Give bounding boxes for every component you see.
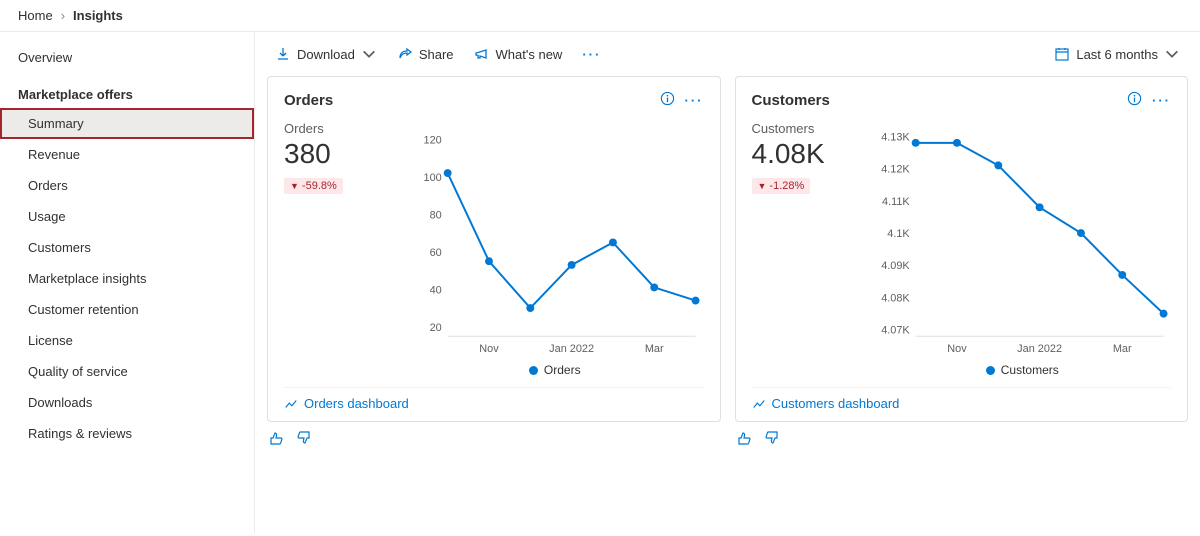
svg-text:100: 100 (424, 172, 442, 184)
sidebar-item-customers[interactable]: Customers (0, 232, 254, 263)
thumbs-down-button[interactable] (763, 430, 779, 449)
whats-new-button[interactable]: What's new (474, 46, 563, 62)
breadcrumb-home[interactable]: Home (18, 8, 53, 23)
customers-legend: Customers (874, 363, 1172, 377)
svg-text:120: 120 (424, 134, 442, 146)
trend-icon (752, 397, 766, 411)
svg-text:60: 60 (430, 247, 442, 259)
orders-card-wrapper: Orders ··· Orders 380 ▼ -59.8% (267, 76, 721, 449)
calendar-icon (1054, 46, 1070, 62)
svg-text:4.13K: 4.13K (881, 131, 910, 143)
customers-legend-label: Customers (1001, 363, 1059, 377)
thumbs-down-button[interactable] (295, 430, 311, 449)
download-label: Download (297, 47, 355, 62)
chevron-down-icon (1164, 46, 1180, 62)
svg-text:Jan 2022: Jan 2022 (1017, 343, 1062, 355)
orders-metric-value: 380 (284, 138, 394, 170)
info-icon[interactable] (1127, 91, 1142, 109)
customers-metric-value: 4.08K (752, 138, 862, 170)
download-icon (275, 46, 291, 62)
svg-text:80: 80 (430, 209, 442, 221)
svg-text:4.11K: 4.11K (882, 196, 910, 208)
svg-text:Nov: Nov (947, 343, 967, 355)
legend-dot-icon (529, 366, 538, 375)
customers-metric-label: Customers (752, 121, 862, 136)
legend-dot-icon (986, 366, 995, 375)
orders-delta-value: -59.8% (302, 180, 337, 192)
customers-card: Customers ··· Customers 4.08K ▼ -1.28% (735, 76, 1189, 422)
card-more-button[interactable]: ··· (1152, 93, 1171, 108)
svg-text:Mar: Mar (1112, 343, 1131, 355)
svg-text:4.07K: 4.07K (881, 325, 910, 337)
sidebar: Overview Marketplace offers SummaryReven… (0, 32, 255, 533)
svg-text:4.08K: 4.08K (881, 292, 910, 304)
down-triangle-icon: ▼ (290, 181, 299, 191)
customers-card-title: Customers (752, 92, 1128, 109)
svg-text:4.09K: 4.09K (881, 260, 910, 272)
svg-text:4.1K: 4.1K (887, 228, 910, 240)
orders-delta-badge: ▼ -59.8% (284, 178, 343, 194)
customers-feedback (735, 430, 1189, 449)
customers-card-wrapper: Customers ··· Customers 4.08K ▼ -1.28% (735, 76, 1189, 449)
share-icon (397, 46, 413, 62)
svg-text:Mar: Mar (645, 343, 664, 355)
orders-dashboard-link[interactable]: Orders dashboard (284, 387, 704, 411)
trend-icon (284, 397, 298, 411)
orders-dashboard-link-label: Orders dashboard (304, 396, 409, 411)
svg-text:4.12K: 4.12K (881, 164, 910, 176)
toolbar-more-button[interactable]: ··· (582, 47, 601, 62)
date-range-button[interactable]: Last 6 months (1054, 46, 1180, 62)
orders-card-title: Orders (284, 92, 660, 109)
toolbar: Download Share What's new ··· Last 6 mon… (267, 32, 1188, 76)
orders-card: Orders ··· Orders 380 ▼ -59.8% (267, 76, 721, 422)
customers-chart: 4.07K 4.08K 4.09K 4.1K 4.11K 4.12K 4.13K Nov Jan… (874, 121, 1172, 361)
sidebar-section-heading: Marketplace offers (0, 79, 254, 108)
svg-text:Nov: Nov (479, 343, 499, 355)
whats-new-label: What's new (496, 47, 563, 62)
share-button[interactable]: Share (397, 46, 454, 62)
customers-delta-value: -1.28% (769, 180, 804, 192)
share-label: Share (419, 47, 454, 62)
customers-delta-badge: ▼ -1.28% (752, 178, 811, 194)
sidebar-item-customer-retention[interactable]: Customer retention (0, 294, 254, 325)
svg-text:40: 40 (430, 284, 442, 296)
orders-chart: 20 40 60 80 100 120 Nov Jan 2022 Mar (406, 121, 704, 361)
sidebar-item-marketplace-insights[interactable]: Marketplace insights (0, 263, 254, 294)
sidebar-item-license[interactable]: License (0, 325, 254, 356)
sidebar-item-downloads[interactable]: Downloads (0, 387, 254, 418)
info-icon[interactable] (660, 91, 675, 109)
sidebar-item-revenue[interactable]: Revenue (0, 139, 254, 170)
sidebar-item-orders[interactable]: Orders (0, 170, 254, 201)
main-content: Download Share What's new ··· Last 6 mon… (255, 32, 1200, 533)
thumbs-up-button[interactable] (737, 430, 753, 449)
svg-text:20: 20 (430, 322, 442, 334)
sidebar-item-summary[interactable]: Summary (0, 108, 254, 139)
customers-dashboard-link-label: Customers dashboard (772, 396, 900, 411)
thumbs-up-button[interactable] (269, 430, 285, 449)
sidebar-item-ratings-reviews[interactable]: Ratings & reviews (0, 418, 254, 449)
orders-metric-label: Orders (284, 121, 394, 136)
breadcrumb-separator: › (61, 8, 65, 23)
chevron-down-icon (361, 46, 377, 62)
breadcrumb-current: Insights (73, 8, 123, 23)
orders-feedback (267, 430, 721, 449)
megaphone-icon (474, 46, 490, 62)
sidebar-overview[interactable]: Overview (0, 42, 254, 73)
orders-legend-label: Orders (544, 363, 581, 377)
down-triangle-icon: ▼ (758, 181, 767, 191)
breadcrumb: Home › Insights (0, 0, 1200, 31)
download-button[interactable]: Download (275, 46, 377, 62)
card-more-button[interactable]: ··· (685, 93, 704, 108)
customers-dashboard-link[interactable]: Customers dashboard (752, 387, 1172, 411)
date-range-label: Last 6 months (1076, 47, 1158, 62)
svg-text:Jan 2022: Jan 2022 (549, 343, 594, 355)
sidebar-item-quality-of-service[interactable]: Quality of service (0, 356, 254, 387)
orders-legend: Orders (406, 363, 704, 377)
sidebar-item-usage[interactable]: Usage (0, 201, 254, 232)
